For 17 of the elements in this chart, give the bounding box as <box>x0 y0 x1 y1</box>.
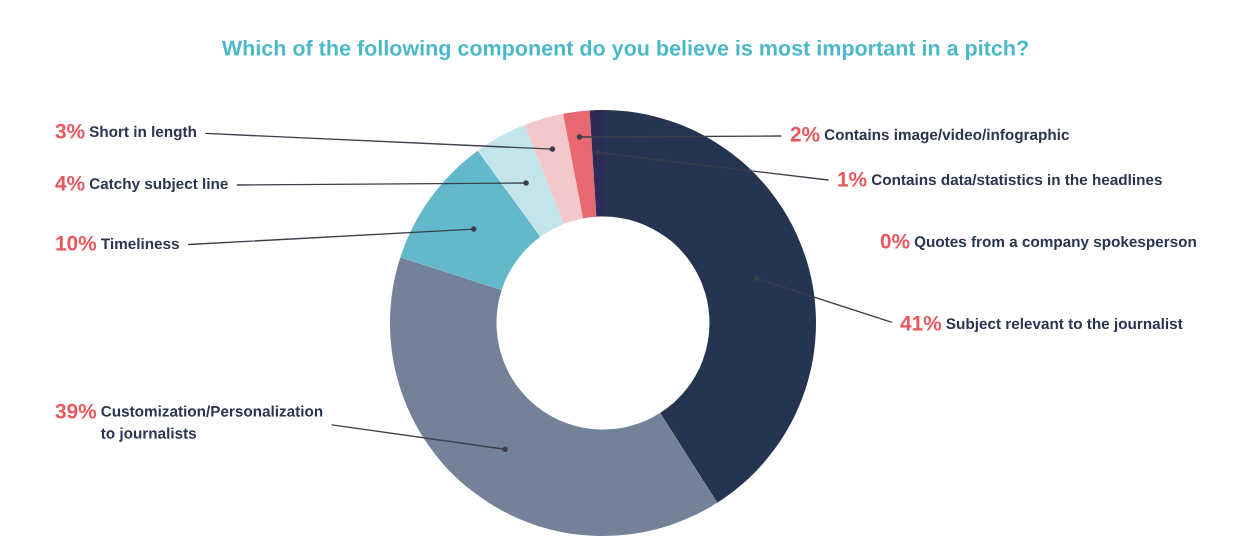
data-label: 3% <box>55 123 85 139</box>
text: 0% <box>880 233 910 249</box>
data-label: 4% <box>55 175 85 191</box>
slice-label: Contains data/statistics in the headlines <box>871 173 1162 186</box>
data-label: 2% <box>790 126 820 142</box>
slice-label: Timeliness <box>101 237 179 250</box>
data-label: 1% <box>838 171 867 187</box>
data-label: 39% <box>55 403 97 419</box>
slice-label: Short in length <box>89 125 196 141</box>
data-label: 41% <box>900 315 942 331</box>
data-label: 10% <box>56 235 97 251</box>
chart-title: Which of the following component do you believe is most important in a pitch? <box>221 39 1028 61</box>
slice-label: Contains image/video/infographic <box>824 128 1069 144</box>
slice-label: Subject relevant to the journalist <box>946 317 1183 333</box>
slice-label: Catchy subject line <box>89 177 228 193</box>
slice-label: Customization/Personalization to journalists <box>100 405 323 442</box>
category-label: Quotes from a company spokesperson <box>914 235 1196 251</box>
